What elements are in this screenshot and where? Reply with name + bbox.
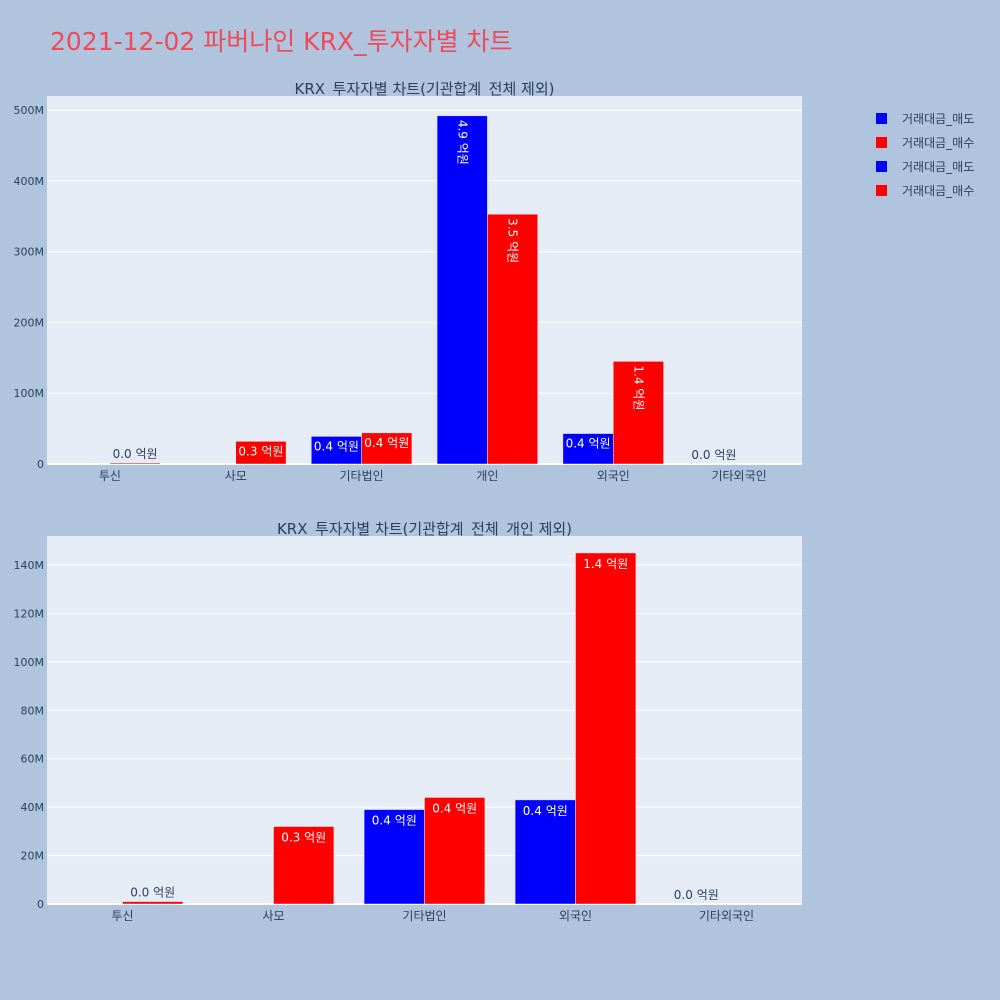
legend[interactable]: 거래대금_매도 거래대금_매수 거래대금_매도 거래대금_매수 bbox=[876, 106, 974, 202]
y-tick-label: 0 bbox=[37, 898, 44, 911]
x-tick-label: 사모 bbox=[225, 469, 247, 483]
bar bbox=[562, 433, 614, 465]
data-label: 0.4 억원 bbox=[364, 436, 409, 450]
data-label: 0.3 억원 bbox=[238, 444, 283, 458]
x-tick-label: 투신 bbox=[111, 909, 133, 923]
bar bbox=[436, 115, 488, 465]
legend-item[interactable]: 거래대금_매도 bbox=[876, 154, 974, 178]
data-label: 0.0 억원 bbox=[691, 448, 736, 462]
data-label: 1.4 억원 bbox=[631, 365, 645, 410]
bar bbox=[235, 441, 287, 465]
bar bbox=[575, 552, 637, 905]
x-tick-label: 기타법인 bbox=[402, 909, 446, 923]
data-label: 4.9 억원 bbox=[455, 120, 469, 165]
legend-label: 거래대금_매수 bbox=[902, 183, 975, 198]
legend-item[interactable]: 거래대금_매수 bbox=[876, 178, 974, 202]
chart-top: KRX_투자자별 차트(기관합계_전체 제외) 0 100M 200M 300M 400M… bbox=[14, 80, 802, 483]
y-tick-label: 100M bbox=[14, 387, 45, 400]
legend-item[interactable]: 거래대금_매수 bbox=[876, 130, 974, 154]
data-label: 0.4 억원 bbox=[314, 439, 359, 453]
data-label: 3.5 억원 bbox=[506, 218, 520, 263]
data-label: 0.4 억원 bbox=[523, 804, 568, 818]
bar bbox=[613, 361, 664, 465]
legend-swatch bbox=[876, 136, 887, 148]
data-label: 0.4 억원 bbox=[432, 801, 477, 815]
y-tick-label: 20M bbox=[21, 850, 45, 863]
legend-swatch bbox=[876, 184, 887, 196]
x-tick-label: 투신 bbox=[99, 469, 121, 483]
x-tick-label: 기타외국인 bbox=[711, 469, 766, 483]
page-title: 2021-12-02 파버나인 KRX_투자자별 차트 bbox=[50, 27, 513, 56]
y-tick-label: 40M bbox=[21, 801, 45, 814]
x-tick-label: 기타법인 bbox=[339, 469, 383, 483]
x-tick-label: 개인 bbox=[476, 469, 498, 483]
chart-title: KRX_투자자별 차트(기관합계_전체_개인 제외) bbox=[277, 520, 572, 539]
bar bbox=[363, 809, 425, 905]
bar bbox=[122, 901, 184, 905]
legend-label: 거래대금_매도 bbox=[902, 159, 975, 174]
data-label: 1.4 억원 bbox=[583, 557, 628, 571]
legend-item[interactable]: 거래대금_매도 bbox=[876, 106, 974, 130]
data-label: 0.4 억원 bbox=[372, 814, 417, 828]
y-tick-label: 120M bbox=[14, 607, 45, 620]
x-tick-label: 기타외국인 bbox=[699, 909, 754, 923]
bar bbox=[273, 826, 335, 905]
legend-swatch bbox=[876, 160, 887, 172]
y-tick-label: 60M bbox=[21, 753, 45, 766]
data-label: 0.0 억원 bbox=[113, 447, 158, 461]
bar bbox=[487, 213, 538, 465]
bar bbox=[361, 432, 413, 465]
y-tick-label: 400M bbox=[14, 175, 45, 188]
y-tick-label: 300M bbox=[14, 246, 45, 259]
legend-label: 거래대금_매도 bbox=[902, 111, 975, 126]
data-label: 0.3 억원 bbox=[281, 831, 326, 845]
y-tick-label: 80M bbox=[21, 704, 45, 717]
plot-area bbox=[47, 96, 802, 464]
x-tick-label: 사모 bbox=[262, 909, 284, 923]
y-tick-label: 500M bbox=[14, 104, 45, 117]
bar bbox=[109, 462, 161, 465]
chart-title: KRX_투자자별 차트(기관합계_전체 제외) bbox=[295, 80, 555, 99]
legend-swatch bbox=[876, 112, 887, 124]
y-tick-label: 0 bbox=[37, 458, 44, 471]
y-tick-label: 200M bbox=[14, 316, 45, 329]
bar bbox=[514, 799, 576, 905]
y-tick-label: 140M bbox=[14, 559, 45, 572]
y-tick-label: 100M bbox=[14, 656, 45, 669]
x-tick-label: 외국인 bbox=[559, 909, 592, 923]
x-tick-label: 외국인 bbox=[597, 469, 630, 483]
legend-label: 거래대금_매수 bbox=[902, 135, 975, 150]
bar bbox=[424, 797, 486, 905]
data-label: 0.0 억원 bbox=[130, 886, 175, 900]
data-label: 0.0 억원 bbox=[674, 888, 719, 902]
data-label: 0.4 억원 bbox=[566, 437, 611, 451]
